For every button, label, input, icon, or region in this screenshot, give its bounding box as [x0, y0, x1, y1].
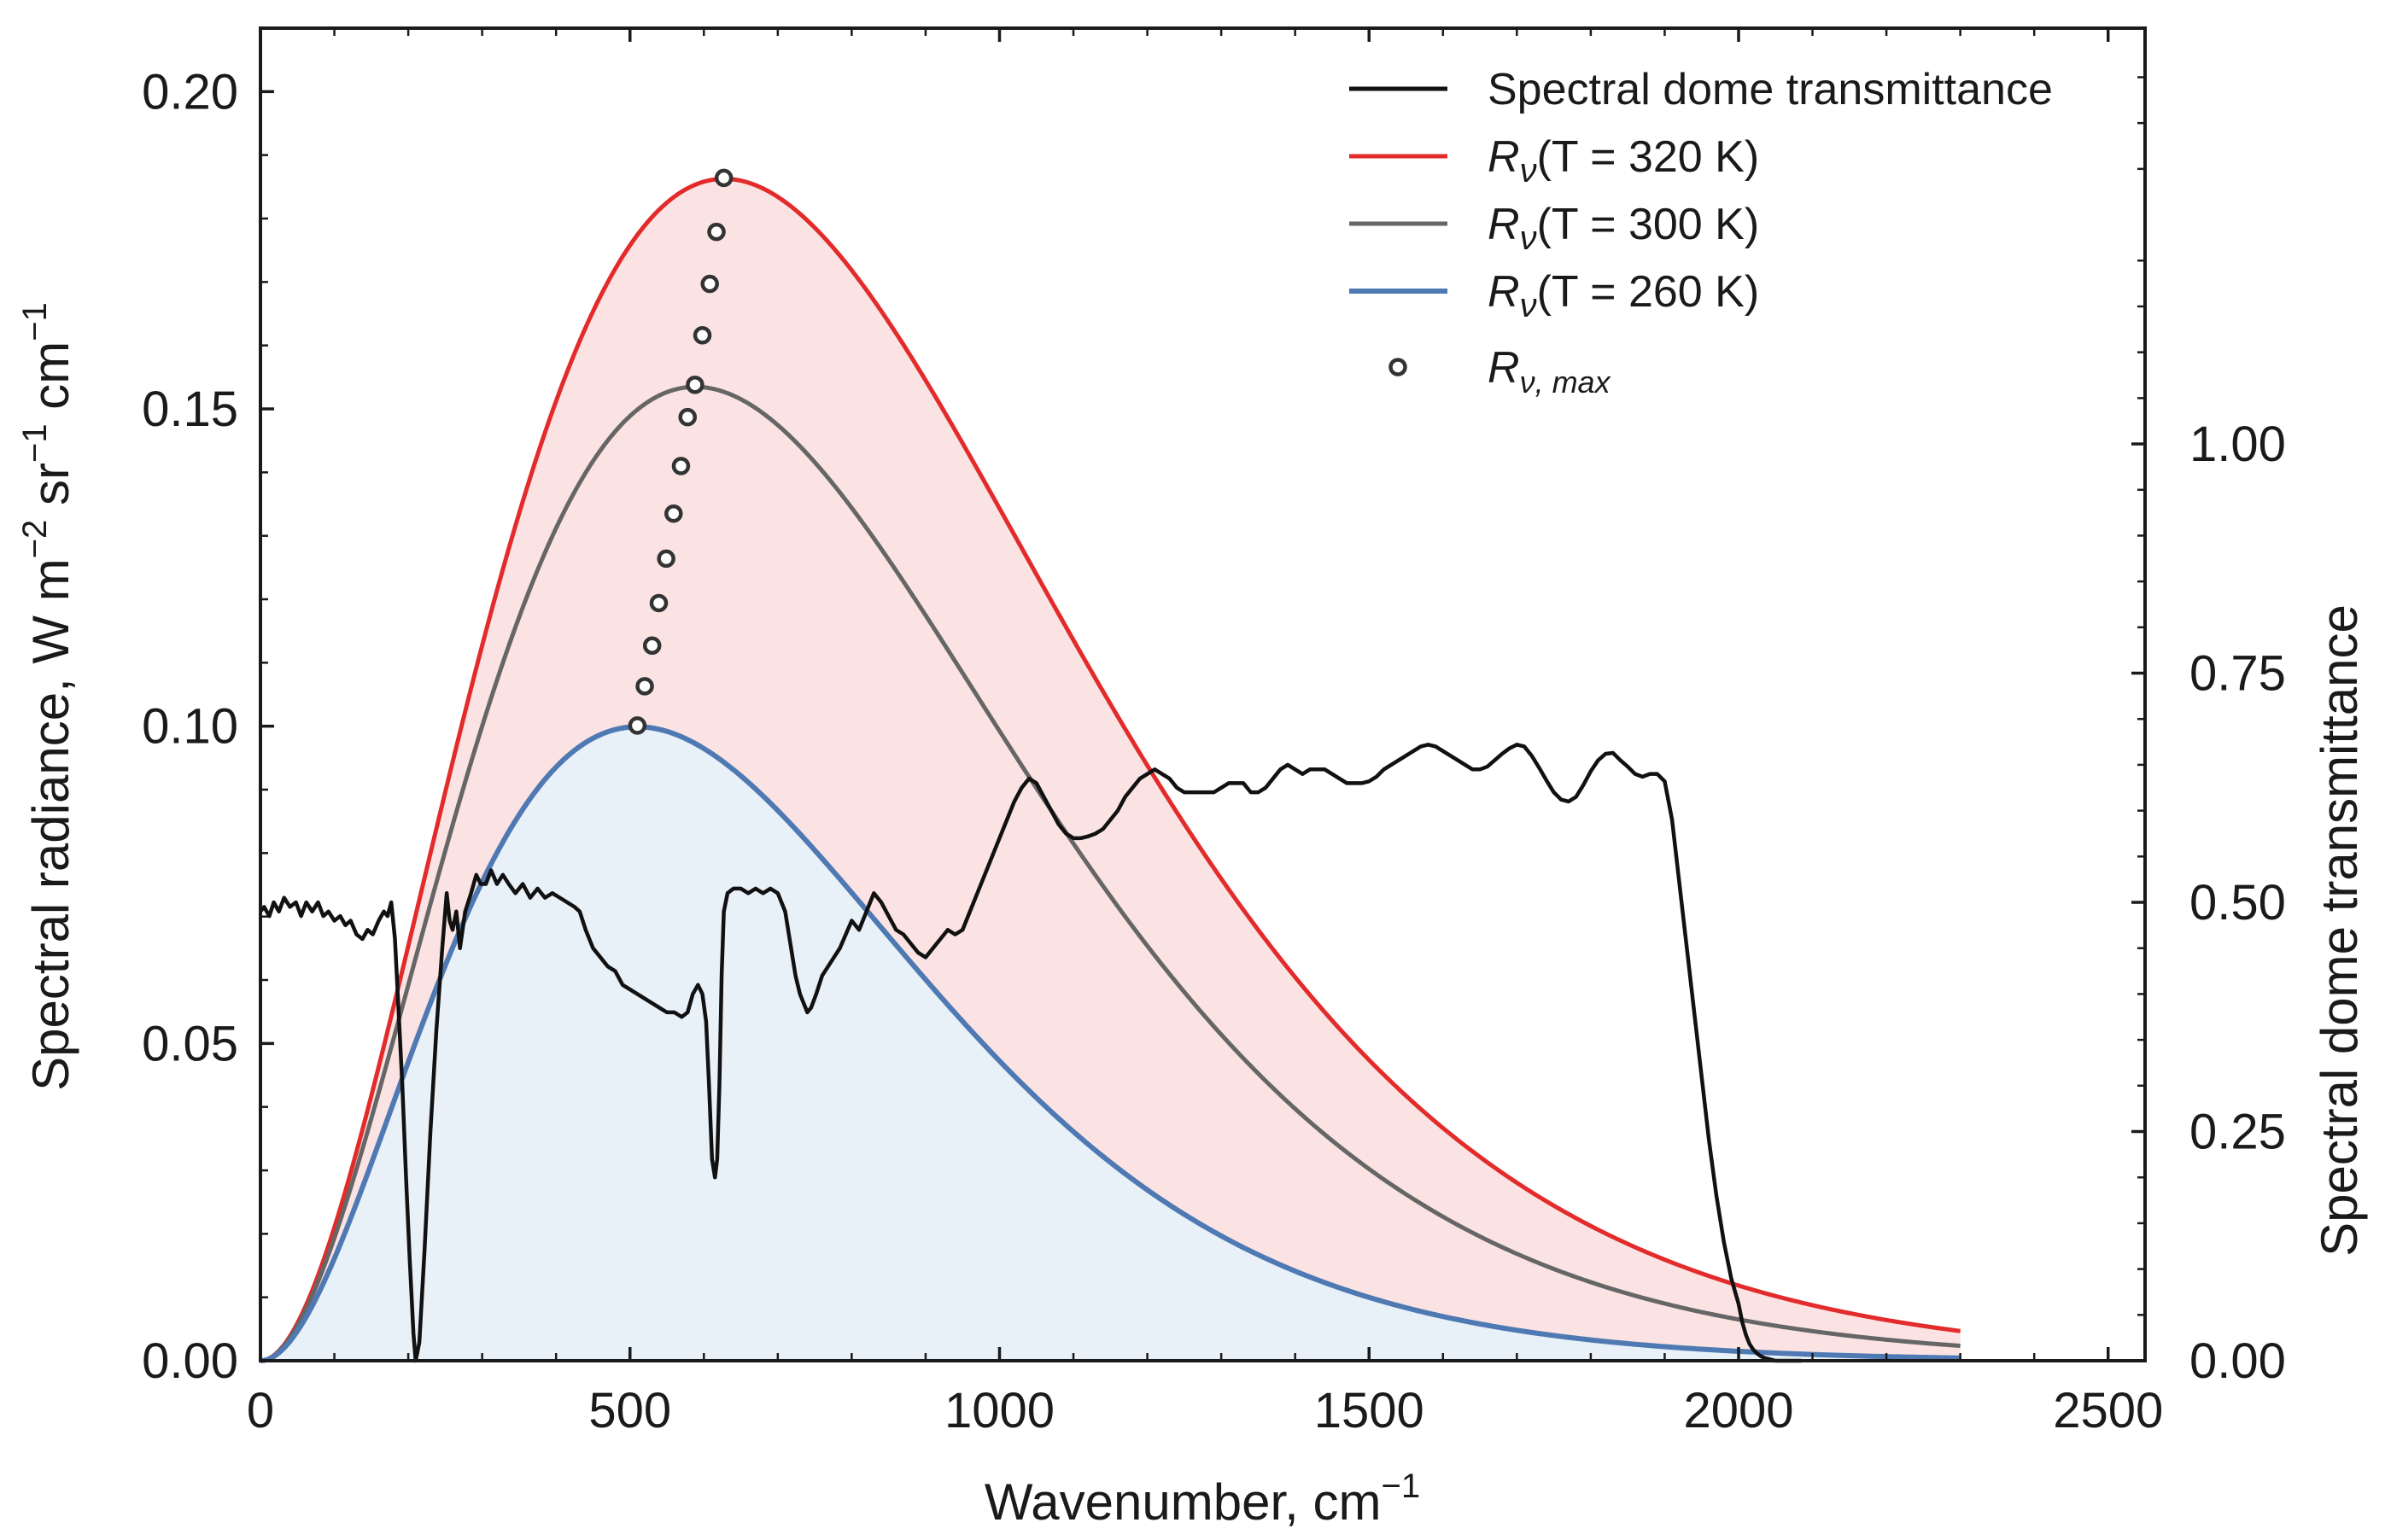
x-axis-title: Wavenumber, cm−1 [985, 1467, 1420, 1531]
right-tick-label: 0.00 [2189, 1333, 2286, 1389]
peak-point [628, 716, 647, 735]
peak-point [671, 457, 691, 475]
y-axis-ticks: 0.00 0.05 0.10 0.15 0.20 [142, 64, 274, 1389]
peak-point [657, 549, 675, 569]
peak-point [693, 326, 712, 345]
peak-point [664, 504, 683, 523]
peak-point [700, 274, 719, 294]
legend-entry-rmax: Rν, max [1388, 343, 1612, 400]
y-tick-label: 0.10 [142, 699, 238, 755]
series-line-transmittance [259, 743, 1802, 1363]
axes: 0 500 1000 1500 2000 2500 0.00 0.05 0.10 0.15 0.2… [142, 26, 2286, 1438]
right-tick-label: 0.50 [2189, 875, 2286, 930]
right-axis-title: Spectral dome transmittance [2311, 604, 2368, 1257]
peak-point [649, 593, 669, 613]
x-tick-label: 2000 [1683, 1383, 1793, 1438]
legend-entry-transmittance: Spectral dome transmittance [1349, 65, 2053, 114]
legend-label-r300: Rν(T = 300 K) [1488, 200, 1759, 257]
x-tick-label: 500 [588, 1383, 671, 1438]
peak-point [678, 407, 697, 427]
planck-curves [260, 176, 1961, 1363]
fill-under-260 [260, 726, 1961, 1361]
right-axis-ticks: 0.00 0.25 0.50 0.75 1.00 [2131, 76, 2286, 1389]
peak-point [686, 376, 704, 394]
legend-label-rmax: Rν, max [1488, 343, 1612, 400]
x-tick-label: 1500 [1314, 1383, 1424, 1438]
fill-regions [260, 178, 1961, 1362]
peak-point [635, 677, 654, 696]
legend-entry-r320: Rν(T = 320 K) [1349, 132, 1759, 190]
y-tick-label: 0.15 [142, 382, 238, 437]
y-axis-title: Spectral radiance, W m−2 sr−1 cm−1 [16, 302, 79, 1091]
y-tick-label: 0.05 [142, 1016, 238, 1071]
legend-label-transmittance: Spectral dome transmittance [1488, 65, 2053, 114]
legend: Spectral dome transmittance Rν(T = 320 K… [1349, 65, 2053, 400]
peak-markers [628, 168, 734, 735]
series-line-r260 [260, 724, 1961, 1363]
legend-entry-r300: Rν(T = 300 K) [1349, 200, 1759, 257]
fill-between-320-260 [260, 178, 1961, 1362]
x-axis-ticks: 0 500 1000 1500 2000 2500 [247, 28, 2163, 1438]
legend-entry-r260: Rν(T = 260 K) [1349, 267, 1759, 324]
x-tick-label: 2500 [2053, 1383, 2163, 1438]
y-tick-label: 0.00 [142, 1333, 238, 1389]
y-tick-label: 0.20 [142, 64, 238, 120]
x-tick-label: 0 [247, 1383, 274, 1438]
peak-point [642, 636, 662, 656]
legend-swatch-rmax [1388, 358, 1407, 376]
peak-point [714, 168, 734, 188]
legend-label-r320: Rν(T = 320 K) [1488, 132, 1759, 190]
right-tick-label: 0.25 [2189, 1105, 2286, 1160]
x-tick-label: 1000 [944, 1383, 1055, 1438]
plot-frame [259, 26, 2147, 1362]
peak-point [707, 222, 726, 242]
legend-label-r260: Rν(T = 260 K) [1488, 267, 1759, 324]
right-tick-label: 0.75 [2189, 646, 2286, 702]
transmittance-layer [259, 743, 1802, 1363]
right-tick-label: 1.00 [2189, 417, 2286, 472]
plot-area [259, 168, 1961, 1363]
series-line-r320 [260, 176, 1961, 1363]
series-line-r300 [260, 384, 1961, 1363]
